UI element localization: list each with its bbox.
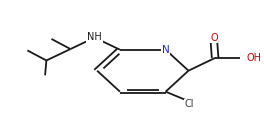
Text: O: O: [210, 33, 218, 43]
Text: Cl: Cl: [185, 99, 195, 109]
Text: NH: NH: [87, 32, 102, 42]
Text: N: N: [162, 45, 169, 55]
Text: OH: OH: [247, 53, 262, 63]
